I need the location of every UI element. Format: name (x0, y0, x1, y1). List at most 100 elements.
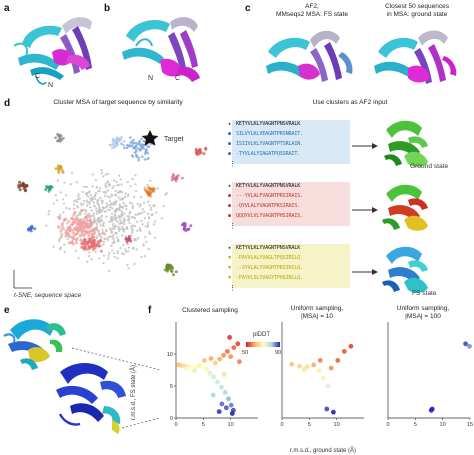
tsne-point (106, 195, 110, 198)
tsne-point (133, 151, 137, 154)
tsne-point (63, 181, 66, 184)
tsne-point (139, 229, 142, 233)
subplot-title-uniform-100: Uniform sampling, |MSA| = 100 (396, 305, 450, 320)
colorbar (246, 342, 280, 347)
tsne-point (137, 142, 140, 145)
y-tick-label: 5 (170, 384, 173, 390)
data-point (208, 356, 214, 361)
tsne-point (130, 144, 134, 148)
tsne-point (139, 203, 142, 206)
arrow-icon (352, 207, 378, 213)
tsne-point (73, 203, 76, 206)
tsne-point (106, 237, 109, 240)
tsne-point (107, 235, 111, 239)
tsne-point (109, 206, 112, 209)
tsne-point (144, 225, 147, 228)
tsne-point (106, 172, 109, 175)
tsne-point (98, 221, 101, 224)
tsne-point (101, 206, 105, 209)
tsne-point (63, 250, 67, 254)
tsne-point (116, 220, 119, 223)
tsne-point (58, 217, 62, 221)
tsne-point (124, 250, 128, 253)
data-point (317, 358, 323, 363)
tsne-point (111, 218, 114, 221)
tsne-point (114, 210, 118, 214)
tsne-point (117, 227, 120, 230)
msa-sequence-row: ● SILVYLKLVEAGNTPRSNRAIT. (228, 131, 303, 137)
tsne-point (117, 225, 120, 229)
tsne-point (74, 249, 77, 252)
tsne-point (47, 210, 51, 213)
tsne-point (64, 231, 68, 235)
tsne-point (68, 229, 72, 233)
tsne-point (104, 191, 107, 195)
tsne-point (171, 273, 175, 277)
tsne-point (119, 205, 123, 209)
tsne-point (143, 255, 147, 258)
tsne-point (91, 173, 95, 176)
tsne-point (120, 225, 124, 228)
data-point (237, 359, 242, 365)
tsne-point (98, 208, 101, 211)
tsne-point (131, 247, 135, 250)
tsne-point (91, 198, 94, 201)
tsne-point (56, 199, 59, 202)
tsne-point (89, 193, 93, 197)
tsne-point (73, 200, 76, 203)
tsne-point (92, 212, 96, 215)
data-point (331, 409, 336, 415)
tsne-point (146, 221, 150, 224)
tsne-point (27, 228, 31, 232)
protein-structure-b (122, 17, 200, 82)
data-point (226, 396, 231, 402)
msa-sequence-row: ● -TYVLALYIAGATPQSSRAIT. (228, 151, 300, 157)
tsne-point (113, 255, 117, 259)
panel-c-right-caption: Closest 50 sequences in MSA: ground stat… (385, 3, 449, 18)
tsne-point (103, 194, 107, 198)
panel-c-left-caption: AF2, MMseqs2 MSA: FS state (276, 3, 348, 18)
tsne-point (99, 239, 102, 242)
tsne-point (116, 238, 120, 242)
tsne-point (130, 224, 134, 228)
tsne-point (142, 244, 145, 247)
tsne-point (105, 186, 108, 189)
n-terminus-label-a: N (48, 82, 54, 89)
tsne-point (62, 202, 66, 205)
tsne-point (76, 198, 80, 201)
tsne-point (94, 250, 97, 253)
tsne-point (116, 143, 119, 147)
cluster-msa-box (232, 182, 350, 226)
tsne-point (88, 202, 91, 205)
data-point (192, 368, 198, 373)
tsne-point (102, 190, 105, 194)
tsne-point (100, 168, 103, 172)
tsne-point (88, 239, 92, 243)
tsne-point (80, 230, 84, 234)
tsne-point (122, 197, 125, 200)
tsne-point (111, 227, 114, 231)
tsne-point (87, 212, 90, 216)
tsne-point (128, 222, 131, 225)
tsne-point (129, 210, 132, 214)
tsne-point (96, 243, 99, 247)
tsne-point (119, 222, 122, 225)
x-tick-label: 0 (280, 422, 283, 428)
fs-state-label: FS state (412, 290, 437, 297)
tsne-point (169, 269, 173, 273)
tsne-point (198, 149, 201, 153)
tsne-point (136, 229, 139, 232)
tsne-point (48, 187, 51, 191)
tsne-point (131, 228, 134, 231)
tsne-point (115, 200, 118, 203)
tsne-point (118, 229, 121, 233)
tsne-point (107, 257, 110, 260)
tsne-point (103, 210, 106, 213)
tsne-point (143, 152, 147, 155)
tsne-point (68, 207, 71, 211)
n-terminus-label-b: N (148, 75, 154, 82)
tsne-point (92, 214, 95, 217)
tsne-point (113, 145, 116, 149)
msa-sequence-row: ● ---YVLALFVAGNTPRSIRAIS. (228, 193, 303, 199)
tsne-point (127, 193, 130, 196)
